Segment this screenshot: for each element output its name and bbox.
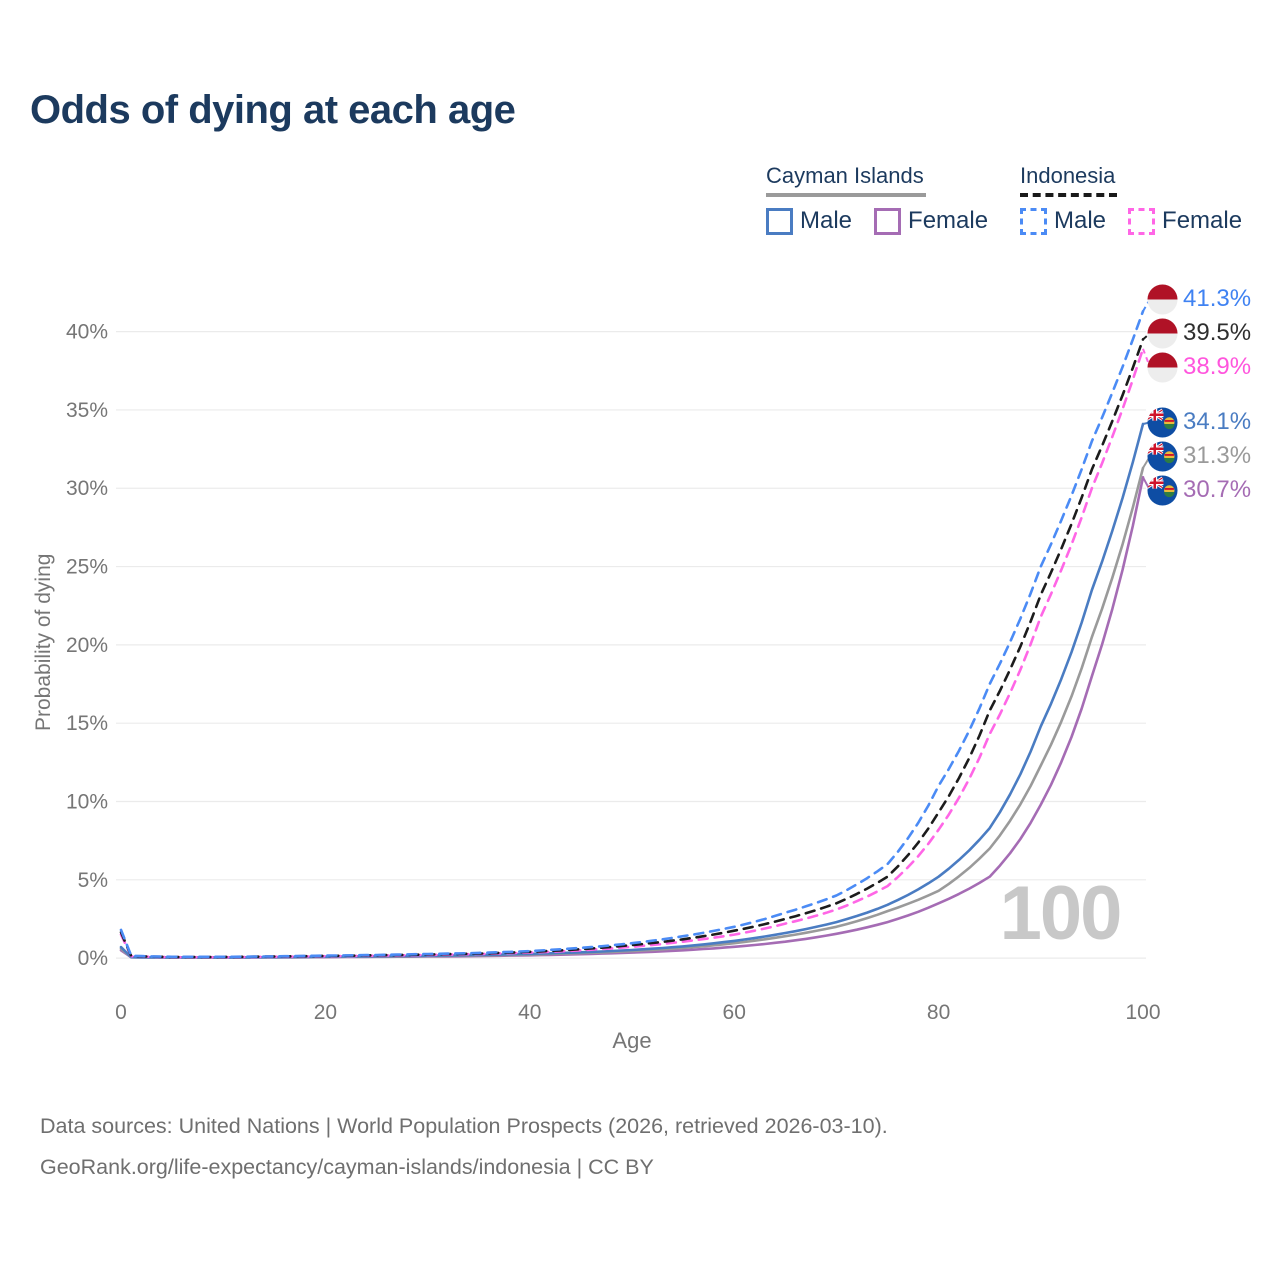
indonesia-female-line-swatch-icon <box>1128 207 1156 235</box>
end-label-indonesia-female: 38.9% <box>1147 350 1251 384</box>
end-label-cayman-islands-male: 34.1% <box>1147 405 1251 439</box>
y-tick-label: 30% <box>66 477 108 500</box>
x-axis-title: Age <box>612 1028 652 1053</box>
y-tick-label: 15% <box>66 712 108 735</box>
curve-indonesia-both <box>119 338 1145 959</box>
cayman-male-line-swatch-icon <box>766 207 793 235</box>
y-tick-label: 25% <box>66 556 108 579</box>
footer-attribution: GeoRank.org/life-expectancy/cayman-islan… <box>40 1155 654 1179</box>
legend-row-cayman: Male Female <box>766 207 1010 235</box>
curve-cayman-islands-both <box>119 466 1145 959</box>
page-title: Odds of dying at each age <box>30 88 516 132</box>
legend-label-indonesia-female: Female <box>1162 207 1243 234</box>
curves <box>119 309 1145 959</box>
y-tick-label: 35% <box>66 399 108 422</box>
end-label-value: 39.5% <box>1183 319 1252 347</box>
end-label-cayman-islands-both: 31.3% <box>1147 439 1251 473</box>
y-tick-label: 10% <box>66 790 108 813</box>
age-counter-watermark: 100 <box>999 871 1123 956</box>
legend-group-title-cayman: Cayman Islands <box>766 163 926 197</box>
curve-indonesia-male <box>119 309 1145 959</box>
cayman-islands-flag-icon <box>1147 475 1178 506</box>
footer-data-sources: Data sources: United Nations | World Pop… <box>40 1114 888 1138</box>
end-label-value: 38.9% <box>1183 353 1252 381</box>
end-label-indonesia-male: 41.3% <box>1147 282 1251 316</box>
indonesia-flag-icon <box>1147 284 1178 315</box>
gridlines <box>116 331 1146 959</box>
indonesia-male-line-swatch-icon <box>1020 207 1047 235</box>
y-tick-label: 40% <box>66 321 108 344</box>
cayman-islands-flag-icon <box>1147 441 1178 472</box>
indonesia-flag-icon <box>1147 318 1178 349</box>
legend-group-indonesia: Indonesia Male Female <box>1020 163 1264 235</box>
x-tick-label: 80 <box>927 1001 950 1024</box>
legend-group-cayman-islands: Cayman Islands Male Female <box>766 163 1010 235</box>
end-label-value: 34.1% <box>1183 408 1252 436</box>
legend-label-cayman-female: Female <box>908 207 989 234</box>
footer: Data sources: United Nations | World Pop… <box>40 1106 888 1188</box>
end-label-cayman-islands-female: 30.7% <box>1147 473 1251 507</box>
x-tick-label: 0 <box>115 1001 127 1024</box>
end-label-value: 41.3% <box>1183 285 1252 313</box>
x-tick-label: 60 <box>723 1001 746 1024</box>
curve-indonesia-female <box>119 347 1145 959</box>
x-tick-label: 20 <box>314 1001 337 1024</box>
x-tick-label: 40 <box>518 1001 541 1024</box>
legend-group-title-indonesia: Indonesia <box>1020 163 1118 197</box>
y-tick-label: 0% <box>78 947 108 970</box>
y-tick-label: 5% <box>78 869 108 892</box>
axis-tick-labels: 0% 5% 10% 15% 20% 25% 30% 35% 40% 0 20 40 60 80 100 <box>66 321 1161 1024</box>
x-tick-label: 100 <box>1125 1001 1160 1024</box>
legend-label-indonesia-male: Male <box>1054 207 1107 234</box>
legend-label-cayman-male: Male <box>800 207 853 234</box>
legend-row-indonesia: Male Female <box>1020 207 1264 235</box>
y-tick-label: 20% <box>66 634 108 657</box>
curve-cayman-islands-female <box>119 476 1145 959</box>
cayman-islands-flag-icon <box>1147 407 1178 438</box>
y-axis-title: Probability of dying <box>32 553 55 731</box>
indonesia-flag-icon <box>1147 352 1178 383</box>
end-label-indonesia-both: 39.5% <box>1147 316 1251 350</box>
cayman-female-line-swatch-icon <box>874 207 902 235</box>
end-label-value: 31.3% <box>1183 442 1252 470</box>
end-label-value: 30.7% <box>1183 476 1252 504</box>
